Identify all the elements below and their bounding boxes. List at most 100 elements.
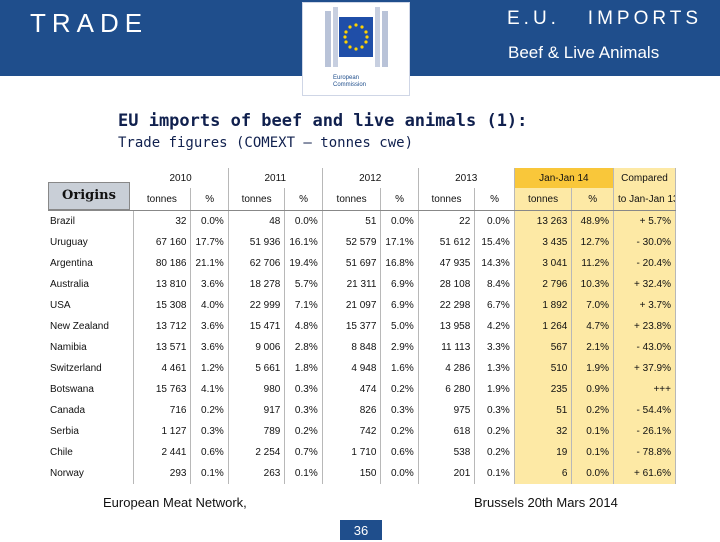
period-header: 2012 (322, 168, 419, 188)
unit-header: % (190, 188, 229, 211)
share-cell: 3.6% (190, 274, 229, 295)
share-cell: 0.0% (284, 210, 323, 232)
tonnes-cell: 917 (228, 400, 286, 421)
tonnes-cell: 2 796 (514, 274, 573, 295)
table-row: Uruguay 67 160 17.7% 51 936 16.1% 52 579 17.1%… (48, 232, 676, 253)
change-cell: + 32.4% (613, 274, 676, 295)
country-cell: Brazil (48, 210, 134, 232)
tonnes-cell: 51 936 (228, 232, 286, 253)
tonnes-cell: 13 712 (133, 316, 192, 337)
country-cell: Switzerland (48, 358, 134, 379)
change-cell: + 23.8% (613, 316, 676, 337)
slide-subtitle: Trade figures (COMEXT – tonnes cwe) (118, 135, 414, 151)
page-number: 36 (340, 520, 382, 540)
tonnes-cell: 18 278 (228, 274, 286, 295)
share-cell: 8.4% (474, 274, 515, 295)
tonnes-cell: 9 006 (228, 337, 286, 358)
period-header: 2011 (228, 168, 323, 188)
change-cell: + 5.7% (613, 210, 676, 232)
tonnes-cell: 6 280 (418, 379, 476, 400)
share-cell: 0.0% (474, 210, 515, 232)
tonnes-cell: 150 (322, 463, 382, 484)
share-cell: 0.1% (190, 463, 229, 484)
tonnes-cell: 1 264 (514, 316, 573, 337)
unit-header: tonnes (418, 188, 476, 211)
share-cell: 1.8% (284, 358, 323, 379)
share-cell: 1.9% (571, 358, 614, 379)
share-cell: 0.3% (284, 379, 323, 400)
unit-header: % (284, 188, 323, 211)
change-cell: - 54.4% (613, 400, 676, 421)
tonnes-cell: 19 (514, 442, 573, 463)
share-cell: 0.1% (571, 421, 614, 442)
table-row: Switzerland 4 461 1.2% 5 661 1.8% 4 948 1.6% 4 … (48, 358, 676, 379)
tonnes-cell: 32 (133, 210, 192, 232)
tonnes-cell: 4 286 (418, 358, 476, 379)
tonnes-cell: 4 948 (322, 358, 382, 379)
share-cell: 0.0% (571, 463, 614, 484)
share-cell: 0.3% (284, 400, 323, 421)
change-cell: - 26.1% (613, 421, 676, 442)
header-subtitle: Beef & Live Animals (508, 43, 660, 62)
share-cell: 0.2% (380, 379, 419, 400)
share-cell: 16.1% (284, 232, 323, 253)
country-cell: Serbia (48, 421, 134, 442)
logo-text-line2: Commission (333, 82, 367, 88)
share-cell: 2.9% (380, 337, 419, 358)
tonnes-cell: 32 (514, 421, 573, 442)
share-cell: 0.9% (571, 379, 614, 400)
unit-header: tonnes (514, 188, 573, 211)
tonnes-cell: 975 (418, 400, 476, 421)
tonnes-cell: 52 579 (322, 232, 382, 253)
share-cell: 0.3% (474, 400, 515, 421)
tonnes-cell: 5 661 (228, 358, 286, 379)
share-cell: 1.9% (474, 379, 515, 400)
change-cell: +++ (613, 379, 676, 400)
share-cell: 0.6% (190, 442, 229, 463)
country-cell: New Zealand (48, 316, 134, 337)
share-cell: 5.0% (380, 316, 419, 337)
share-cell: 14.3% (474, 253, 515, 274)
share-cell: 6.9% (380, 295, 419, 316)
tonnes-cell: 51 612 (418, 232, 476, 253)
tonnes-cell: 2 441 (133, 442, 192, 463)
table-header-periods: 2010 2011 2012 2013 Jan-Jan 14 Compared (48, 168, 676, 188)
share-cell: 0.2% (284, 421, 323, 442)
tonnes-cell: 15 308 (133, 295, 192, 316)
eu-flag-building-icon (325, 7, 388, 67)
tonnes-cell: 22 298 (418, 295, 476, 316)
tonnes-cell: 8 848 (322, 337, 382, 358)
tonnes-cell: 4 461 (133, 358, 192, 379)
change-cell: - 30.0% (613, 232, 676, 253)
share-cell: 6.7% (474, 295, 515, 316)
unit-header: % (474, 188, 515, 211)
tonnes-cell: 67 160 (133, 232, 192, 253)
share-cell: 19.4% (284, 253, 323, 274)
tonnes-cell: 263 (228, 463, 286, 484)
table-row: Chile 2 441 0.6% 2 254 0.7% 1 710 0.6% 538 0.2% 1… (48, 442, 676, 463)
share-cell: 0.2% (474, 421, 515, 442)
slide-title: EU imports of beef and live animals (1): (118, 111, 528, 131)
share-cell: 4.1% (190, 379, 229, 400)
share-cell: 48.9% (571, 210, 614, 232)
tonnes-cell: 538 (418, 442, 476, 463)
period-header: 2013 (418, 168, 515, 188)
share-cell: 7.0% (571, 295, 614, 316)
tonnes-cell: 201 (418, 463, 476, 484)
share-cell: 1.2% (190, 358, 229, 379)
country-cell: Norway (48, 463, 134, 484)
tonnes-cell: 51 697 (322, 253, 382, 274)
share-cell: 2.8% (284, 337, 323, 358)
share-cell: 0.0% (380, 463, 419, 484)
period-header-highlight: Jan-Jan 14 (514, 168, 615, 188)
tonnes-cell: 567 (514, 337, 573, 358)
tonnes-cell: 11 113 (418, 337, 476, 358)
table-row: Argentina 80 186 21.1% 62 706 19.4% 51 697 16.… (48, 253, 676, 274)
tonnes-cell: 6 (514, 463, 573, 484)
tonnes-cell: 13 571 (133, 337, 192, 358)
tonnes-cell: 48 (228, 210, 286, 232)
tonnes-cell: 51 (514, 400, 573, 421)
tonnes-cell: 15 377 (322, 316, 382, 337)
tonnes-cell: 2 254 (228, 442, 286, 463)
tonnes-cell: 1 710 (322, 442, 382, 463)
